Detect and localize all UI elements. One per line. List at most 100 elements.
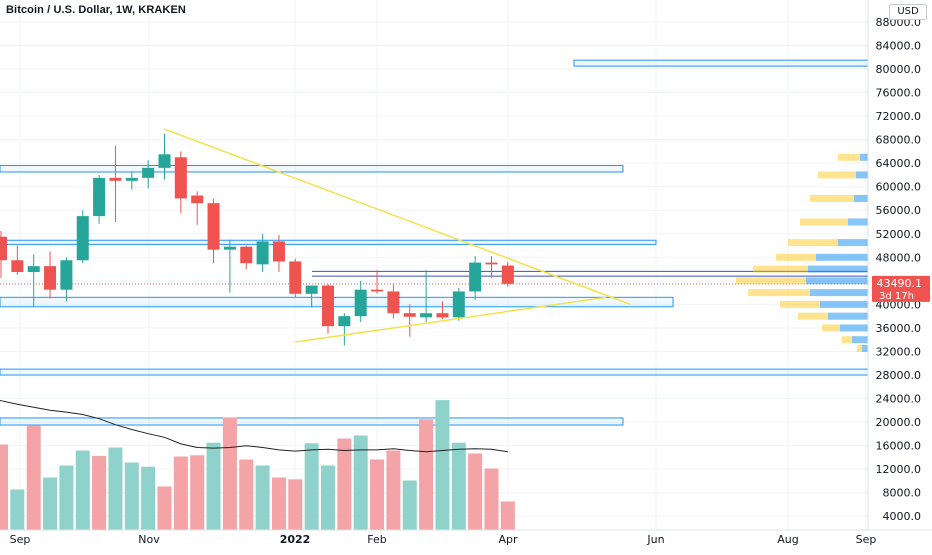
volume-bar — [239, 459, 254, 530]
candle-body — [354, 289, 367, 317]
price-tick-label: 32000.0 — [876, 345, 922, 358]
candle-body — [501, 265, 514, 284]
volume-bar — [419, 419, 434, 530]
zone-box — [0, 165, 624, 173]
volume-bar — [468, 453, 483, 530]
candle-body — [387, 291, 400, 314]
vprofile-down-bar — [818, 171, 856, 179]
volume-bar — [108, 447, 123, 530]
candle-body — [93, 177, 106, 217]
price-tick-label: 76000.0 — [876, 87, 922, 100]
vprofile-down-bar — [748, 289, 810, 297]
price-tick-label: 80000.0 — [876, 63, 922, 76]
vprofile-up-bar — [852, 336, 868, 344]
vprofile-up-bar — [860, 153, 868, 161]
vprofile-down-bar — [780, 300, 820, 308]
volume-bar — [500, 501, 515, 530]
candle-body — [289, 261, 302, 294]
candle-body — [338, 316, 351, 327]
trendlines — [164, 128, 631, 343]
price-tick-label: 48000.0 — [876, 251, 922, 264]
last-price-label: 43490.1 — [877, 277, 923, 290]
price-tick-label: 16000.0 — [876, 440, 922, 453]
price-axis: 88000.084000.080000.076000.072000.068000… — [867, 0, 932, 550]
price-tick-label: 56000.0 — [876, 204, 922, 217]
volume-ma-line — [0, 399, 508, 453]
vprofile-down-bar — [822, 324, 840, 332]
price-tick-label: 52000.0 — [876, 228, 922, 241]
volume-bar — [10, 489, 25, 530]
vprofile-down-bar — [798, 312, 828, 320]
volume-bar — [59, 465, 74, 530]
zone-box — [0, 417, 624, 426]
vprofile-up-bar — [806, 277, 868, 285]
candle-body — [109, 177, 122, 181]
vprofile-up-bar — [828, 312, 868, 320]
candle-body — [240, 246, 253, 264]
volume-bar — [435, 400, 450, 530]
candle-body — [469, 262, 482, 292]
zone-box — [573, 59, 869, 67]
currency-badge[interactable]: USD — [889, 4, 927, 20]
candle-body — [322, 285, 334, 327]
countdown-label: 3d 17h — [879, 291, 914, 302]
candle-body — [305, 285, 318, 294]
price-tick-label: 12000.0 — [876, 463, 922, 476]
volume-bar — [206, 442, 221, 530]
candle-body — [0, 236, 7, 261]
candle-body — [207, 203, 220, 250]
vprofile-down-bar — [800, 218, 848, 226]
candle-body — [60, 260, 73, 290]
vprofile-down-bar — [736, 277, 806, 285]
price-tick-label: 60000.0 — [876, 181, 922, 194]
volume-bar — [255, 465, 270, 530]
candle-body — [44, 266, 57, 290]
vprofile-up-bar — [808, 265, 868, 273]
price-tick-label: 4000.0 — [883, 510, 922, 523]
candle-body — [403, 313, 416, 317]
zone-box — [0, 239, 657, 245]
vprofile-down-bar — [788, 239, 838, 247]
vprofile-up-bar — [838, 239, 868, 247]
vprofile-up-bar — [862, 345, 868, 353]
time-tick-label: Sep — [10, 533, 31, 546]
vprofile-up-bar — [816, 253, 868, 261]
time-tick-label: Nov — [138, 533, 160, 546]
price-axis-bg — [868, 0, 932, 550]
candle-body — [191, 195, 204, 204]
time-tick-label: Feb — [367, 533, 386, 546]
volume-bar — [451, 442, 466, 530]
price-tick-label: 36000.0 — [876, 322, 922, 335]
price-tick-label: 84000.0 — [876, 39, 922, 52]
candle-body — [142, 167, 155, 178]
vprofile-down-bar — [838, 153, 860, 161]
candle-body — [371, 289, 384, 292]
price-tick-label: 64000.0 — [876, 157, 922, 170]
zone-boxes — [0, 59, 869, 426]
volume-bar — [43, 477, 58, 530]
volume-bar — [484, 468, 499, 530]
vprofile-up-bar — [848, 218, 868, 226]
candle-body — [272, 241, 285, 262]
volume-profile — [736, 153, 868, 353]
candle-body — [256, 241, 269, 265]
price-tick-label: 24000.0 — [876, 393, 922, 406]
vprofile-down-bar — [842, 336, 852, 344]
volume-bar — [92, 455, 107, 530]
candle-body — [174, 157, 187, 199]
vprofile-down-bar — [753, 265, 808, 273]
trendline — [295, 296, 607, 343]
volume-bar — [124, 462, 139, 530]
vprofile-up-bar — [856, 171, 868, 179]
volume-bar — [402, 480, 417, 530]
candle-body — [158, 154, 171, 168]
volume-bar — [321, 465, 335, 530]
volume-bar — [190, 455, 205, 530]
vprofile-up-bar — [854, 194, 868, 202]
price-tick-label: 72000.0 — [876, 110, 922, 123]
candle-body — [485, 262, 498, 265]
chart-title: Bitcoin / U.S. Dollar, 1W, KRAKEN — [6, 4, 186, 16]
candle-body — [452, 291, 465, 318]
